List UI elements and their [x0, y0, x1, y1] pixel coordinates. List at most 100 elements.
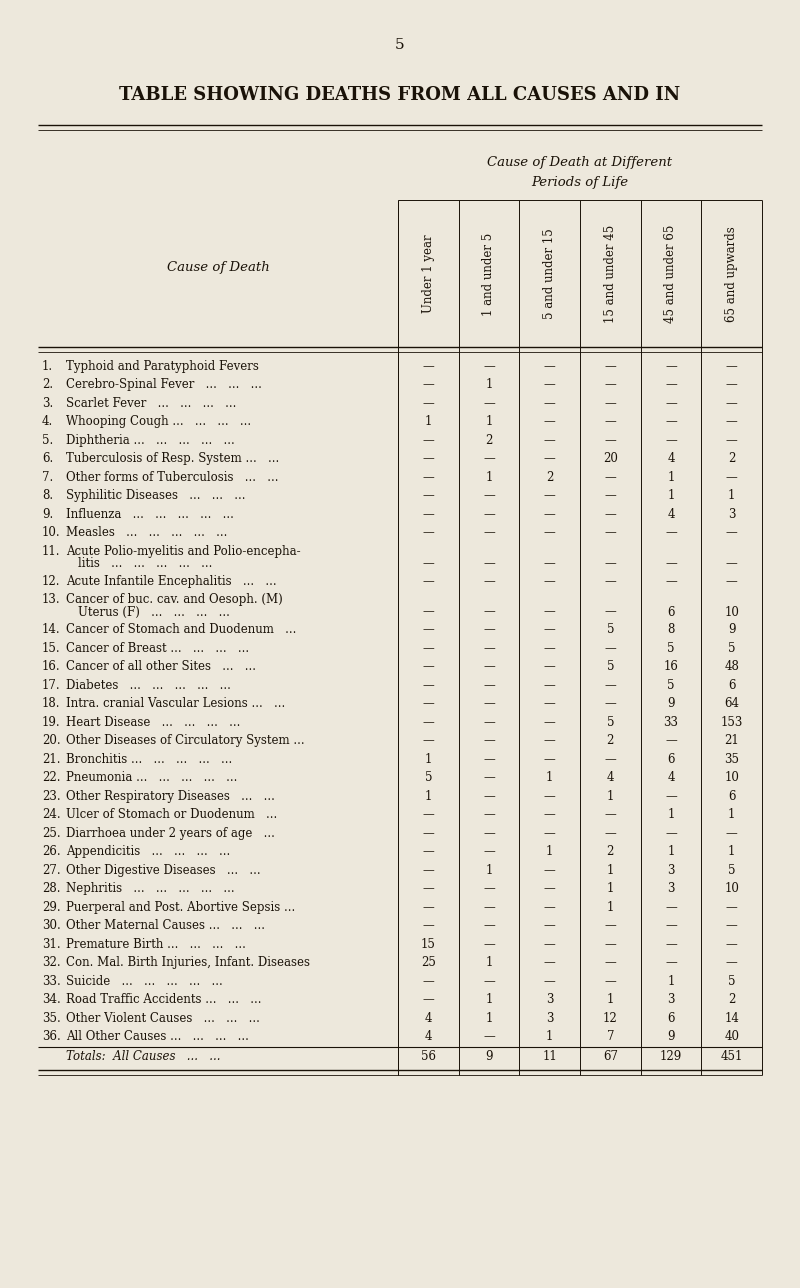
Text: —: —: [544, 558, 555, 571]
Text: 6: 6: [728, 679, 735, 692]
Text: 5: 5: [667, 641, 674, 654]
Text: 10: 10: [724, 605, 739, 618]
Text: 1: 1: [486, 956, 493, 970]
Text: 4: 4: [667, 452, 674, 465]
Text: —: —: [483, 397, 495, 410]
Text: —: —: [605, 920, 616, 933]
Text: —: —: [544, 379, 555, 392]
Text: Cancer of Breast ...   ...   ...   ...: Cancer of Breast ... ... ... ...: [66, 641, 249, 654]
Text: —: —: [483, 1030, 495, 1043]
Text: 22.: 22.: [42, 772, 61, 784]
Text: —: —: [605, 397, 616, 410]
Text: —: —: [483, 920, 495, 933]
Text: 21: 21: [724, 734, 739, 747]
Text: —: —: [422, 507, 434, 520]
Text: 12.: 12.: [42, 574, 61, 587]
Text: —: —: [544, 938, 555, 951]
Text: Premature Birth ...   ...   ...   ...: Premature Birth ... ... ... ...: [66, 938, 246, 951]
Text: 1: 1: [728, 489, 735, 502]
Text: —: —: [726, 900, 738, 913]
Text: 6: 6: [667, 752, 674, 766]
Text: —: —: [726, 920, 738, 933]
Text: Typhoid and Paratyphoid Fevers: Typhoid and Paratyphoid Fevers: [66, 359, 259, 372]
Text: 2: 2: [546, 470, 554, 484]
Text: —: —: [422, 359, 434, 372]
Text: —: —: [665, 920, 677, 933]
Text: —: —: [544, 489, 555, 502]
Text: —: —: [422, 827, 434, 840]
Text: 6: 6: [728, 790, 735, 802]
Text: 6: 6: [667, 605, 674, 618]
Text: 35: 35: [724, 752, 739, 766]
Text: —: —: [483, 809, 495, 822]
Text: 6.: 6.: [42, 452, 54, 465]
Text: 1: 1: [606, 864, 614, 877]
Text: Measles   ...   ...   ...   ...   ...: Measles ... ... ... ... ...: [66, 527, 227, 540]
Text: 34.: 34.: [42, 993, 61, 1006]
Text: —: —: [544, 641, 555, 654]
Text: 2: 2: [728, 993, 735, 1006]
Text: —: —: [665, 359, 677, 372]
Text: —: —: [605, 470, 616, 484]
Text: 4.: 4.: [42, 415, 54, 428]
Text: —: —: [605, 489, 616, 502]
Text: Acute Polio-myelitis and Polio-encepha-: Acute Polio-myelitis and Polio-encepha-: [66, 545, 301, 558]
Text: —: —: [605, 507, 616, 520]
Text: 5: 5: [667, 679, 674, 692]
Text: 153: 153: [721, 716, 743, 729]
Text: —: —: [544, 397, 555, 410]
Text: Other Violent Causes   ...   ...   ...: Other Violent Causes ... ... ...: [66, 1012, 260, 1025]
Text: —: —: [483, 882, 495, 895]
Text: Heart Disease   ...   ...   ...   ...: Heart Disease ... ... ... ...: [66, 716, 240, 729]
Text: —: —: [422, 574, 434, 587]
Text: 23.: 23.: [42, 790, 61, 802]
Text: —: —: [422, 900, 434, 913]
Text: —: —: [665, 415, 677, 428]
Text: 1: 1: [546, 845, 554, 858]
Text: 14.: 14.: [42, 623, 61, 636]
Text: 20: 20: [603, 452, 618, 465]
Text: —: —: [726, 938, 738, 951]
Text: 16: 16: [663, 661, 678, 674]
Text: —: —: [483, 574, 495, 587]
Text: 1: 1: [546, 772, 554, 784]
Text: TABLE SHOWING DEATHS FROM ALL CAUSES AND IN: TABLE SHOWING DEATHS FROM ALL CAUSES AND…: [119, 86, 681, 104]
Text: 1: 1: [728, 809, 735, 822]
Text: 1: 1: [667, 845, 674, 858]
Text: 9.: 9.: [42, 507, 54, 520]
Text: —: —: [544, 864, 555, 877]
Text: 1: 1: [425, 790, 432, 802]
Text: 12: 12: [603, 1012, 618, 1025]
Text: 18.: 18.: [42, 697, 61, 710]
Text: 14: 14: [724, 1012, 739, 1025]
Text: 10: 10: [724, 882, 739, 895]
Text: 1: 1: [728, 845, 735, 858]
Text: —: —: [483, 605, 495, 618]
Text: 8.: 8.: [42, 489, 53, 502]
Text: 6: 6: [667, 1012, 674, 1025]
Text: —: —: [483, 845, 495, 858]
Text: 11.: 11.: [42, 545, 61, 558]
Text: litis   ...   ...   ...   ...   ...: litis ... ... ... ... ...: [78, 558, 212, 571]
Text: 32.: 32.: [42, 956, 61, 970]
Text: —: —: [665, 397, 677, 410]
Text: —: —: [422, 661, 434, 674]
Text: 7: 7: [606, 1030, 614, 1043]
Text: —: —: [665, 938, 677, 951]
Text: —: —: [544, 809, 555, 822]
Text: Other forms of Tuberculosis   ...   ...: Other forms of Tuberculosis ... ...: [66, 470, 278, 484]
Text: —: —: [605, 679, 616, 692]
Text: Periods of Life: Periods of Life: [531, 175, 629, 188]
Text: —: —: [605, 574, 616, 587]
Text: Other Maternal Causes ...   ...   ...: Other Maternal Causes ... ... ...: [66, 920, 265, 933]
Text: —: —: [665, 827, 677, 840]
Text: 16.: 16.: [42, 661, 61, 674]
Text: 2: 2: [728, 452, 735, 465]
Text: —: —: [665, 790, 677, 802]
Text: —: —: [483, 359, 495, 372]
Text: 19.: 19.: [42, 716, 61, 729]
Text: —: —: [422, 397, 434, 410]
Text: —: —: [544, 679, 555, 692]
Text: —: —: [726, 574, 738, 587]
Text: Con. Mal. Birth Injuries, Infant. Diseases: Con. Mal. Birth Injuries, Infant. Diseas…: [66, 956, 310, 970]
